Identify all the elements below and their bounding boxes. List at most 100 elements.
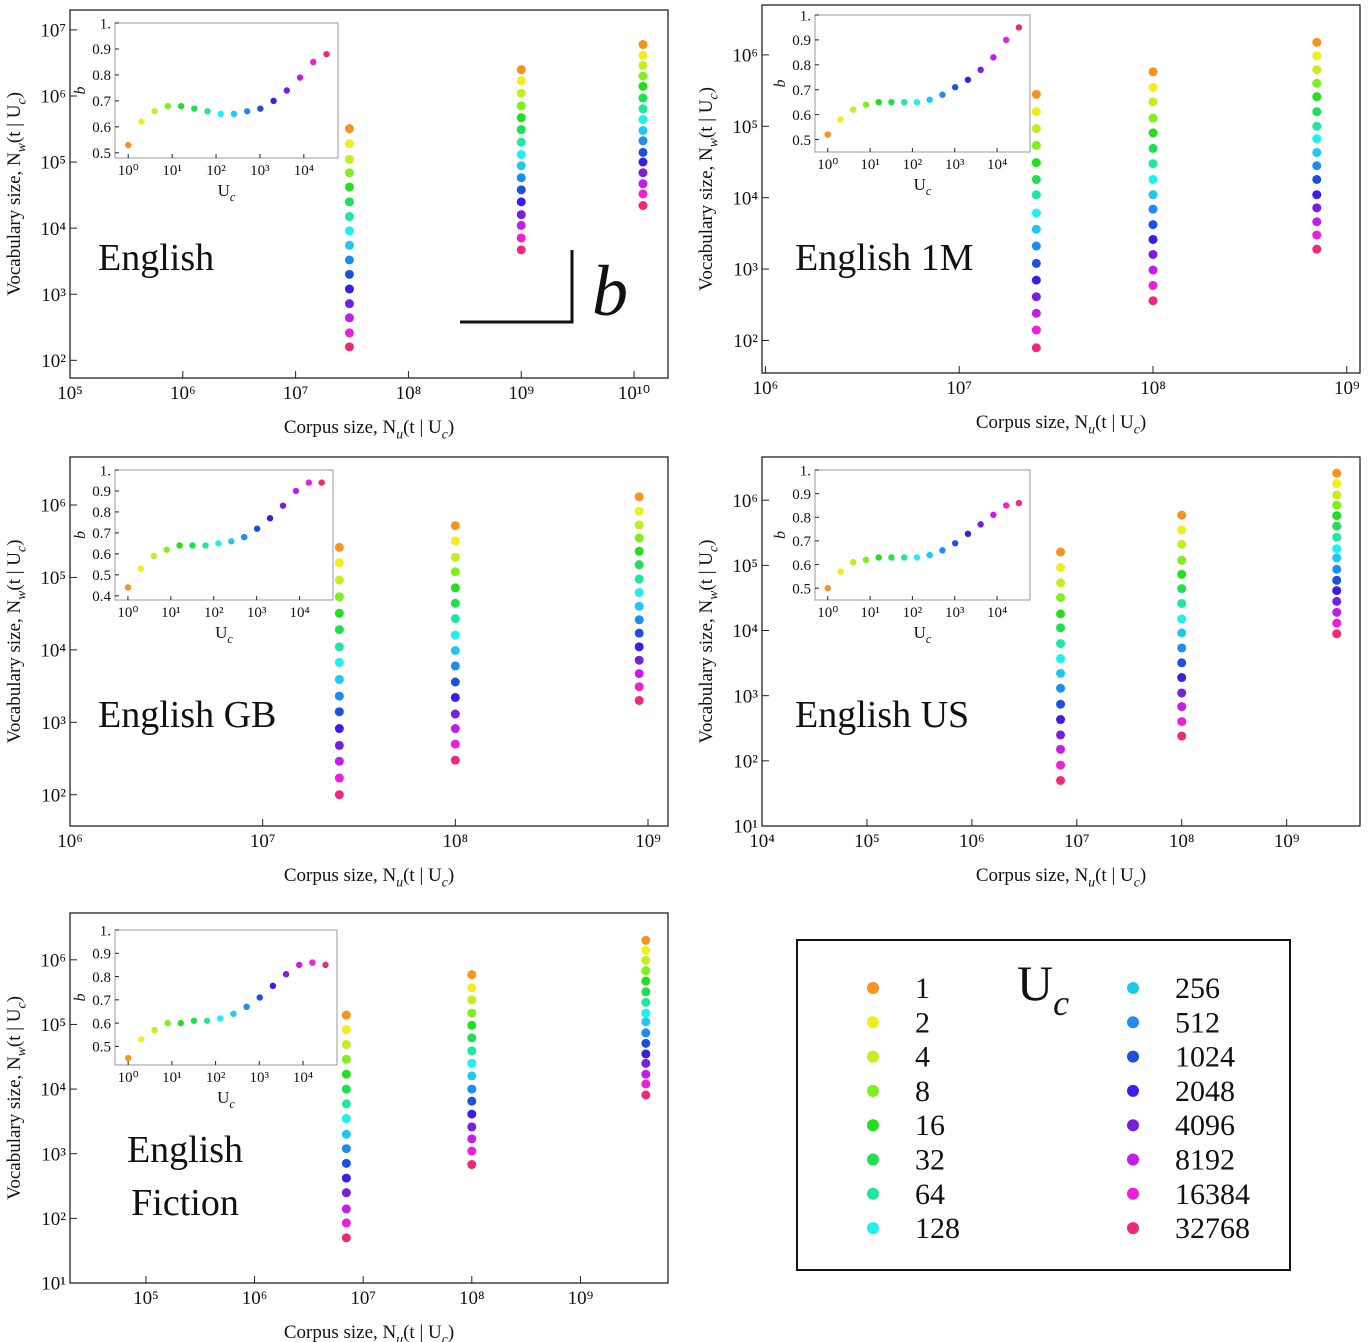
x-axis-label: Corpus size, Nu(t | Uc) [976,412,1146,437]
inset-point [888,98,895,106]
y-tick-label: 0.7 [792,534,811,550]
data-point [344,342,354,352]
y-tick-label: 10⁵ [732,117,758,138]
data-point [334,691,344,701]
data-point [334,558,344,568]
data-point [1177,643,1187,653]
inset-x-label: Uc [914,623,932,646]
inset-point [228,538,235,545]
inset-point [230,110,238,118]
inset-point [1015,24,1023,31]
data-point [344,226,354,236]
label-subscript: w [14,142,29,152]
inset-point [164,1019,171,1027]
data-point [341,1173,351,1183]
x-tick-label: 10⁶ [753,378,779,399]
data-point [467,1020,477,1030]
data-point [634,587,644,597]
inset-point [164,102,172,110]
data-point [1148,296,1158,306]
data-point [634,601,644,611]
legend-label: 32768 [1175,1212,1250,1245]
label-part: Corpus size, N [284,1322,397,1342]
data-point [1332,479,1342,489]
data-point [1177,584,1187,594]
inset-point [163,546,170,553]
label-part: Vocabulary size, N [696,147,717,291]
label-subscript: c [442,427,448,442]
data-point [1148,249,1158,259]
data-point [1177,598,1187,608]
data-point [1056,683,1066,693]
data-point [1056,715,1066,725]
x-tick-label: 10⁸ [396,383,422,404]
data-point [638,179,648,189]
inset-point [138,118,145,125]
label-part: (t | U [403,417,442,438]
y-tick-label: 0.6 [792,108,811,124]
label-part: ) [1140,865,1146,886]
data-point [516,150,526,160]
data-point [634,669,644,679]
inset-point [138,1036,145,1043]
inset-point [253,525,261,532]
inset-point [964,530,972,538]
data-point [1031,224,1041,234]
y-tick-label: 0.5 [92,1040,111,1056]
label-part: U [914,623,926,642]
data-point [641,1090,651,1100]
label-subscript: c [14,98,29,104]
data-point [467,970,477,980]
panel-label: Fiction [131,1182,239,1224]
data-point [1332,521,1342,531]
label-subscript: c [227,632,233,646]
inset-point [202,542,209,549]
data-point [1148,67,1158,77]
x-tick-label: 10⁸ [1169,831,1195,852]
slope-marker [460,250,574,324]
y-axis-label: Vocabulary size, Nw(t | Uc) [4,996,29,1200]
y-tick-label: 10⁶ [40,496,66,517]
data-point [1031,140,1041,150]
data-point [1031,325,1041,335]
y-tick-label: 1. [800,463,811,479]
data-point [1312,244,1322,254]
label-part: ) [4,996,25,1002]
y-tick-label: 10⁶ [40,950,66,971]
legend-label: 4096 [1175,1109,1235,1142]
data-point [516,137,526,147]
y-tick-label: 10³ [41,713,66,734]
x-tick-label: 10² [903,605,923,621]
label-part: (t | U [4,552,25,591]
data-point [450,598,460,608]
y-tick-label: 0.7 [92,526,111,542]
data-point [1148,113,1158,123]
data-point [467,1122,477,1132]
data-point [467,1033,477,1043]
legend-label: 512 [1175,1006,1220,1039]
legend-marker [867,1187,879,1200]
data-point [450,614,460,624]
x-axis-label: Corpus size, Nu(t | Uc) [976,865,1146,890]
y-tick-label: 0.7 [92,94,111,110]
data-point [1332,511,1342,521]
data-point [344,240,354,250]
label-subscript: w [706,590,721,600]
inset-point [951,540,959,547]
label-part: Corpus size, N [976,865,1089,886]
y-tick-label: 10⁶ [732,491,758,512]
data-point [344,284,354,294]
data-point [450,630,460,640]
data-point [1332,564,1342,574]
x-tick-label: 10³ [250,1070,270,1086]
x-tick-label: 10⁴ [749,831,775,852]
data-point [1031,343,1041,353]
data-point [634,682,644,692]
x-tick-label: 10⁸ [443,831,469,852]
y-tick-label: 10³ [733,260,758,281]
data-point [1148,190,1158,200]
x-tick-label: 10⁷ [1064,831,1090,852]
data-point [334,642,344,652]
label-part: ) [4,92,25,98]
data-point [1332,500,1342,510]
